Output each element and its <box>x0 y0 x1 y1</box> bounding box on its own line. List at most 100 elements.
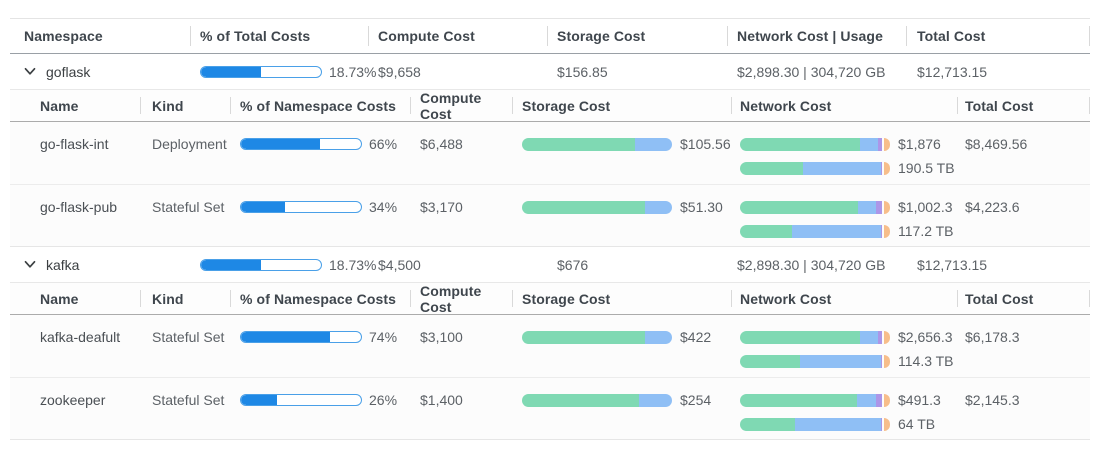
blue-bar-segment <box>856 393 877 407</box>
pct-of-namespace-value: 74% <box>369 329 398 345</box>
column-header-network-cost: Network Cost <box>731 90 957 121</box>
green-bar-segment <box>740 330 860 344</box>
percent-bar <box>200 257 322 273</box>
percent-bar <box>240 199 362 215</box>
network-cost-value: $491.3 <box>898 392 941 408</box>
workload-name: zookeeper <box>40 392 106 408</box>
purple-bar-segment <box>880 354 883 368</box>
compute-cost-value: $9,658 <box>378 63 421 80</box>
network-usage-value: 64 TB <box>898 416 936 432</box>
chevron-down-icon[interactable] <box>24 67 36 76</box>
pct-of-total-value: 18.73% <box>329 256 377 273</box>
pct-of-namespace-cell: 26% <box>230 392 410 408</box>
blue-bar-segment <box>802 161 881 175</box>
total-cost-cell: $12,713.15 <box>906 54 1090 89</box>
column-header-compute-cost: Compute Cost <box>410 282 512 315</box>
column-header-network-cost: Network Cost <box>731 283 957 314</box>
chevron-down-icon[interactable] <box>24 260 36 269</box>
pct-of-namespace-value: 34% <box>369 199 398 215</box>
storage-cost-bar <box>522 137 672 151</box>
percent-bar-track <box>240 331 362 343</box>
network-bars: $2,656.3 114.3 TB <box>740 329 954 369</box>
network-cost-bar <box>740 330 890 344</box>
workload-row[interactable]: go-flask-pub Stateful Set 34% $3,170 $51.30 $… <box>10 184 1090 246</box>
column-header-compute-cost-label: Compute Cost <box>420 89 482 122</box>
pct-of-total-cell: 18.73% <box>190 247 376 282</box>
column-header-storage-cost: Storage Cost <box>547 19 727 53</box>
compute-cost-cell: $4,500 <box>368 247 547 282</box>
workload-name: go-flask-pub <box>40 199 118 215</box>
storage-cost-value: $156.85 <box>557 63 608 80</box>
network-cost-usage-cell: $2,898.30 | 304,720 GB <box>727 247 906 282</box>
storage-cost-bar <box>522 330 672 344</box>
column-header-pct-namespace-costs: % of Namespace Costs <box>230 90 410 121</box>
compute-cost-cell: $9,658 <box>368 54 547 89</box>
network-cost-bar <box>740 137 890 151</box>
namespace-groups: goflask 18.73% $9,658 $156.85 $2,898.30 | 30… <box>10 54 1090 440</box>
network-cost-cell: $491.3 64 TB <box>731 392 957 432</box>
storage-cost-value: $51.30 <box>680 199 723 215</box>
compute-cost-value: $1,400 <box>420 392 463 408</box>
green-bar-segment <box>740 417 796 431</box>
total-cost-cell: $12,713.15 <box>906 247 1090 282</box>
purple-bar-segment <box>877 330 883 344</box>
purple-bar-segment <box>876 200 883 214</box>
pct-of-total-cell: 18.73% <box>190 54 376 89</box>
pct-of-namespace-value: 26% <box>369 392 398 408</box>
network-usage-bar <box>740 354 891 368</box>
network-cost-usage-cell: $2,898.30 | 304,720 GB <box>727 54 906 89</box>
network-usage-bar <box>740 417 891 431</box>
compute-cost-cell: $3,170 <box>410 199 512 215</box>
storage-cost-value: $676 <box>557 256 589 273</box>
pct-of-total-value: 18.73% <box>329 63 377 80</box>
compute-cost-value: $3,170 <box>420 199 463 215</box>
network-usage-value: 190.5 TB <box>898 160 955 176</box>
percent-bar-fill <box>241 202 286 212</box>
workload-kind: Stateful Set <box>152 199 225 215</box>
column-header-network-cost-usage: Network Cost | Usage <box>727 19 906 53</box>
namespace-row[interactable]: kafka 18.73% $4,500 $676 $2,898.30 | 304,720… <box>10 247 1090 282</box>
storage-cost-cell: $254 <box>512 392 731 408</box>
blue-bar-segment <box>795 417 881 431</box>
network-bars: $1,002.3 117.2 TB <box>740 199 954 239</box>
column-header-namespace: Namespace <box>24 28 103 44</box>
green-bar-segment <box>522 137 635 151</box>
purple-bar-segment <box>880 417 883 431</box>
workload-name: kafka-deafult <box>40 329 121 345</box>
network-usage-line: 114.3 TB <box>740 353 954 369</box>
main-header-row: Namespace % of Total Costs Compute Cost … <box>10 19 1090 54</box>
storage-cost-cell: $676 <box>547 247 727 282</box>
network-usage-value: 117.2 TB <box>898 223 954 239</box>
orange-bar-segment <box>884 224 891 238</box>
purple-bar-segment <box>876 393 883 407</box>
workload-row[interactable]: zookeeper Stateful Set 26% $1,400 $254 $491.3… <box>10 377 1090 439</box>
storage-cost-bar <box>522 200 672 214</box>
column-header-compute-cost-label: Compute Cost <box>420 282 482 315</box>
storage-cost-value: $254 <box>680 392 712 408</box>
percent-bar-fill <box>241 139 321 149</box>
storage-cost-cell: $156.85 <box>547 54 727 89</box>
storage-bar-line: $254 <box>522 392 711 408</box>
blue-bar-segment <box>645 330 672 344</box>
namespace-name-cell: kafka <box>10 247 190 282</box>
network-cost-line: $1,876 <box>740 136 955 152</box>
storage-bar-line: $422 <box>522 329 711 345</box>
network-usage-line: 64 TB <box>740 416 941 432</box>
storage-cost-cell: $105.56 <box>512 136 731 152</box>
column-header-name: Name <box>10 90 140 121</box>
orange-bar-segment <box>884 137 890 151</box>
column-header-total-cost: Total Cost <box>957 283 1090 314</box>
workload-row[interactable]: kafka-deafult Stateful Set 74% $3,100 $422 $2… <box>10 315 1090 377</box>
blue-bar-segment <box>645 200 672 214</box>
pct-of-namespace-cell: 74% <box>230 329 410 345</box>
compute-cost-cell: $6,488 <box>410 136 512 152</box>
workload-header-row: Name Kind % of Namespace Costs Compute Cost… <box>10 89 1090 122</box>
purple-bar-segment <box>880 224 883 238</box>
workload-row[interactable]: go-flask-int Deployment 66% $6,488 $105.56 $1… <box>10 122 1090 184</box>
blue-bar-segment <box>639 393 672 407</box>
storage-bar-line: $51.30 <box>522 199 723 215</box>
percent-bar <box>240 392 362 408</box>
column-header-pct-total-costs: % of Total Costs <box>190 19 368 53</box>
green-bar-segment <box>522 200 645 214</box>
namespace-row[interactable]: goflask 18.73% $9,658 $156.85 $2,898.30 | 30… <box>10 54 1090 89</box>
